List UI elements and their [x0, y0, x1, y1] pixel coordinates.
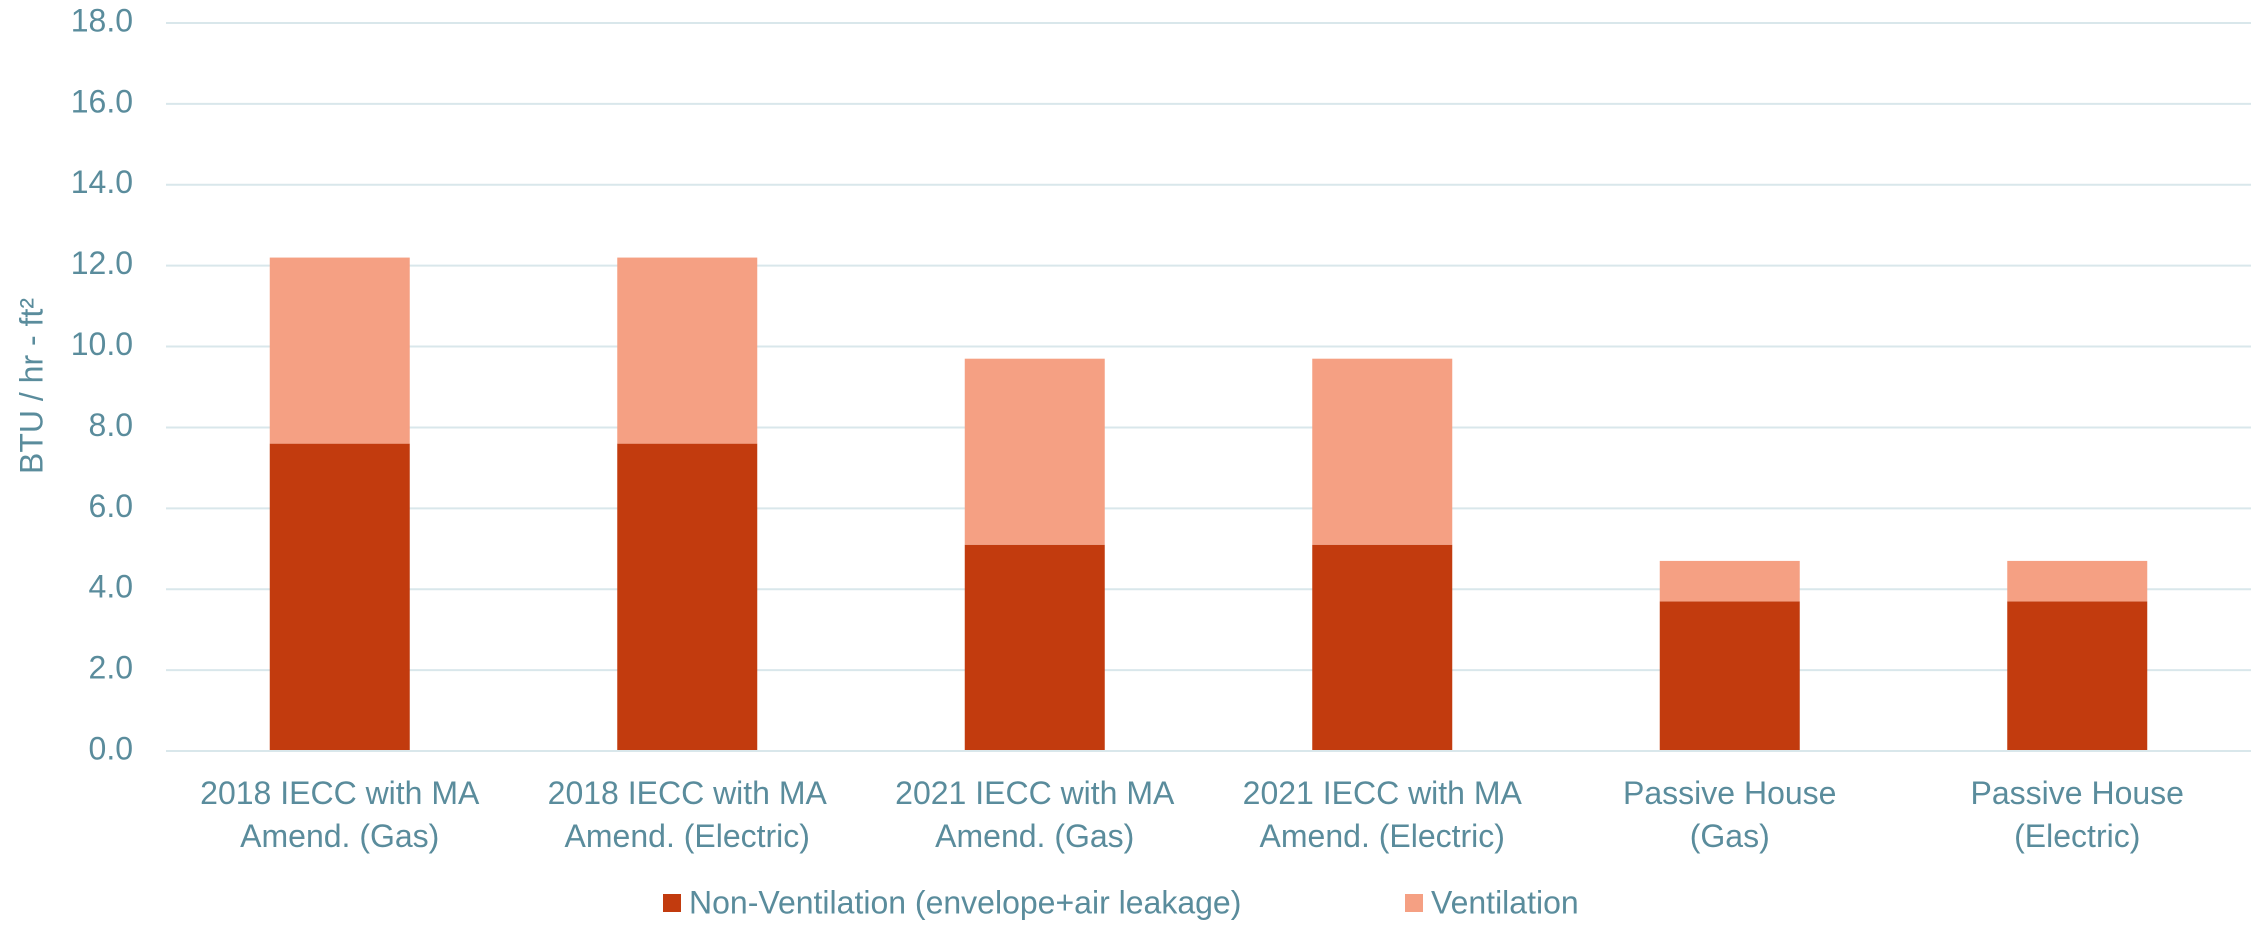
y-tick-label: 16.0: [71, 83, 133, 119]
x-tick-label: 2018 IECC with MA Amend. (Gas): [200, 775, 480, 854]
x-tick-label: Passive House (Gas): [1623, 775, 1837, 854]
bar-segment: [269, 257, 410, 444]
x-tick-label: 2021 IECC with MA Amend. (Electric): [1242, 775, 1522, 854]
bar-segment: [1659, 601, 1800, 751]
legend-swatch: [663, 894, 681, 912]
legend-swatch: [1405, 894, 1423, 912]
y-axis-label: BTU / hr - ft²: [13, 298, 49, 474]
bar-segment: [617, 443, 758, 751]
bar-segment: [2007, 601, 2148, 751]
y-tick-label: 0.0: [89, 730, 133, 766]
legend-label: Non-Ventilation (envelope+air leakage): [689, 884, 1241, 920]
bar-segment: [1659, 560, 1800, 602]
bar-segment: [617, 257, 758, 444]
bar-segment: [269, 443, 410, 751]
x-tick-label: Passive House (Electric): [1970, 775, 2184, 854]
y-tick-label: 14.0: [71, 164, 133, 200]
y-tick-label: 18.0: [71, 2, 133, 38]
y-tick-label: 10.0: [71, 326, 133, 362]
y-tick-label: 2.0: [89, 650, 133, 686]
x-tick-label: 2021 IECC with MA Amend. (Gas): [895, 775, 1175, 854]
legend-label: Ventilation: [1431, 884, 1579, 920]
y-tick-label: 4.0: [89, 569, 133, 605]
y-tick-label: 6.0: [89, 488, 133, 524]
bar-segment: [1312, 358, 1453, 545]
y-tick-label: 8.0: [89, 407, 133, 443]
bar-segment: [964, 544, 1105, 751]
bar-segment: [964, 358, 1105, 545]
bar-segment: [1312, 544, 1453, 751]
x-tick-label: 2018 IECC with MA Amend. (Electric): [547, 775, 827, 854]
bar-segment: [2007, 560, 2148, 602]
y-tick-label: 12.0: [71, 245, 133, 281]
